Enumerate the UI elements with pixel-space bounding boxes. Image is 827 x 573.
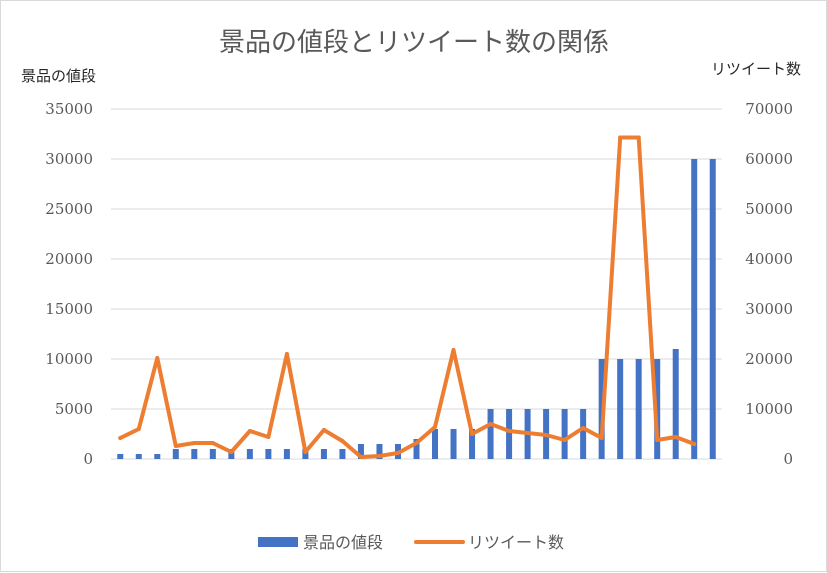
bar [357, 444, 364, 459]
bar [376, 444, 383, 459]
y-left-tick-label: 20000 [45, 250, 93, 268]
line-point [303, 450, 308, 454]
y-right-tick-label: 0 [783, 450, 793, 468]
bar [209, 449, 216, 459]
line-path [118, 135, 697, 459]
bar [246, 449, 253, 459]
bar [283, 449, 290, 459]
bar [487, 409, 494, 459]
line-point [155, 356, 160, 360]
bar [617, 359, 624, 459]
legend-swatch-bar [258, 537, 298, 547]
bar [691, 159, 698, 459]
y-left-tick-label: 10000 [45, 350, 93, 368]
y-right-tick-label: 40000 [745, 250, 793, 268]
line-point [655, 438, 660, 442]
legend-label-bar: 景品の値段 [303, 533, 383, 552]
y-left-tick-label: 35000 [45, 100, 93, 118]
line-point [673, 435, 678, 439]
y-right-tick-label: 20000 [745, 350, 793, 368]
line-point [136, 427, 141, 431]
y-left-tick-labels: 0 5000 10000 15000 20000 25000 30000 35000 [45, 100, 93, 468]
line-point [173, 444, 178, 448]
line-point [507, 429, 512, 433]
y-right-tick-label: 50000 [745, 200, 793, 218]
bar [320, 449, 327, 459]
line-point [599, 436, 604, 440]
bar [154, 454, 161, 459]
y-left-tick-label: 0 [83, 450, 93, 468]
bar [172, 449, 179, 459]
y-right-tick-label: 60000 [745, 150, 793, 168]
line-point [284, 352, 289, 356]
line-point [618, 135, 623, 140]
y-right-axis-title: リツイート数 [711, 60, 801, 78]
line-point [266, 435, 271, 439]
y-left-axis-title: 景品の値段 [21, 67, 96, 85]
bar [339, 449, 346, 459]
bar [506, 409, 513, 459]
bar [709, 159, 716, 459]
y-right-tick-label: 30000 [745, 300, 793, 318]
line-point [581, 426, 586, 430]
y-right-tick-labels: 0 10000 20000 30000 40000 50000 60000 70000 [745, 100, 793, 468]
bar [191, 449, 198, 459]
line-point [692, 442, 697, 446]
legend-label-line: リツイート数 [468, 533, 564, 552]
line-point [470, 432, 475, 436]
bar [265, 449, 272, 459]
gridlines [111, 108, 722, 460]
line-point [544, 433, 549, 437]
legend: 景品の値段 リツイート数 [258, 533, 564, 552]
y-right-tick-label: 10000 [745, 400, 793, 418]
bar [561, 409, 568, 459]
bar [672, 349, 679, 459]
bar [580, 409, 587, 459]
line-point [395, 451, 400, 455]
line-point [562, 438, 567, 442]
line-point [451, 348, 456, 352]
y-left-tick-label: 5000 [55, 400, 93, 418]
line-point [433, 425, 438, 429]
bar [469, 429, 476, 459]
line-point [377, 454, 382, 458]
y-right-tick-label: 70000 [745, 100, 793, 118]
bar [635, 359, 642, 459]
line-point [210, 441, 215, 445]
bar [413, 439, 420, 459]
bar [135, 454, 142, 459]
y-left-tick-label: 15000 [45, 300, 93, 318]
line-point [247, 429, 252, 433]
line-point [340, 439, 345, 443]
y-left-tick-label: 30000 [45, 150, 93, 168]
bar [117, 454, 124, 459]
line-point [358, 455, 363, 459]
chart-title: 景品の値段とリツイート数の関係 [219, 28, 609, 58]
line-point [118, 436, 123, 440]
line-point [636, 135, 641, 140]
line-point [321, 428, 326, 432]
line-point [229, 450, 234, 454]
bar [450, 429, 457, 459]
line-point [414, 441, 419, 445]
bar [432, 429, 439, 459]
line-point [488, 422, 493, 426]
line-series [118, 135, 697, 459]
line-point [525, 431, 530, 435]
y-left-tick-label: 25000 [45, 200, 93, 218]
line-point [192, 441, 197, 445]
